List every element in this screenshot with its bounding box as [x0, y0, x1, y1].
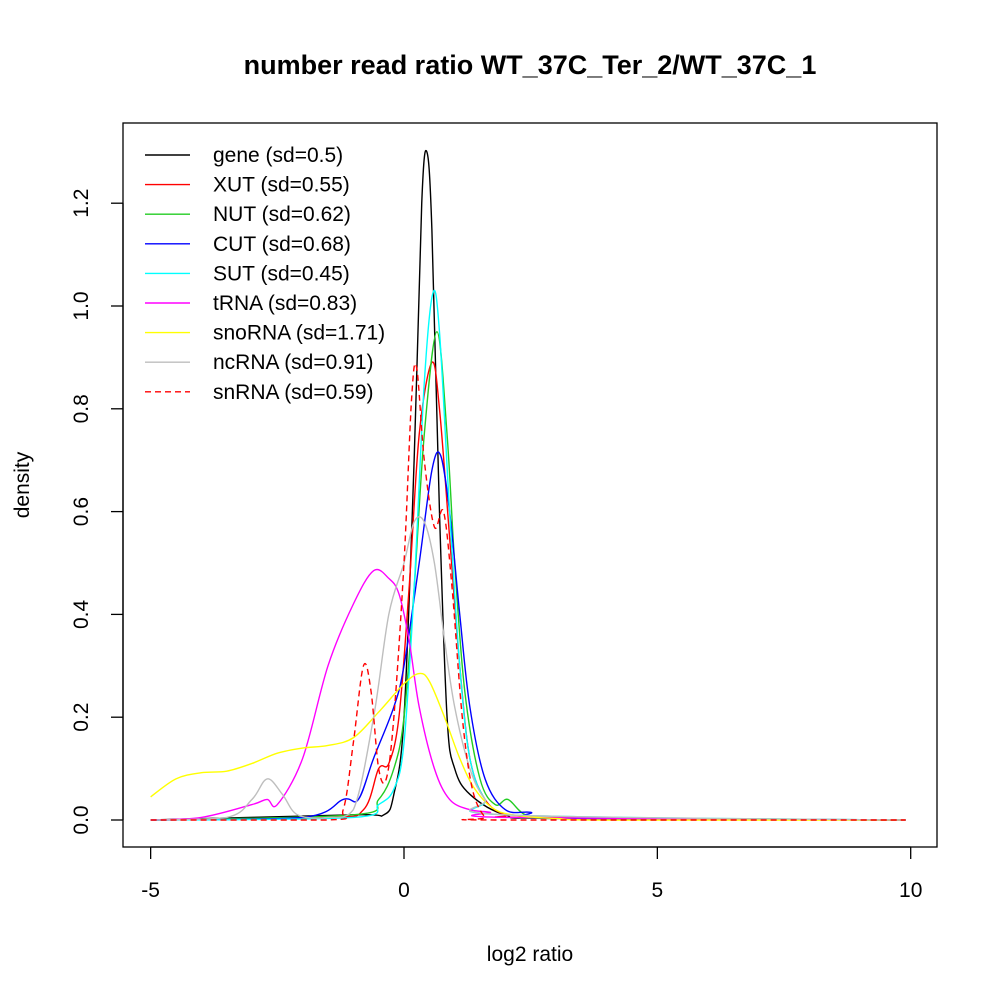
- x-tick-label: 0: [398, 879, 410, 902]
- legend-label: snoRNA (sd=1.71): [213, 322, 385, 345]
- x-tick-label: -5: [141, 879, 160, 902]
- series-line-XUT: [150, 361, 906, 821]
- y-tick-label: 0.2: [70, 703, 93, 732]
- legend-label: gene (sd=0.5): [213, 144, 343, 167]
- legend-label: XUT (sd=0.55): [213, 174, 350, 197]
- y-axis-label: density: [11, 451, 34, 518]
- y-tick-label: 0.8: [70, 394, 93, 423]
- y-axis: 0.0 0.2 0.4 0.6 0.8 1.0 1.2: [70, 189, 124, 835]
- series-line-NUT: [150, 330, 906, 821]
- legend-label: NUT (sd=0.62): [213, 203, 351, 226]
- x-tick-label: 5: [652, 879, 664, 902]
- x-axis-label: log2 ratio: [487, 943, 573, 966]
- x-tick-label: 10: [899, 879, 922, 902]
- series-line-CUT: [150, 451, 906, 821]
- series-layer: [150, 149, 906, 821]
- legend-label: ncRNA (sd=0.91): [213, 351, 374, 374]
- series-line-SUT: [150, 289, 906, 821]
- series-line-ncRNA: [150, 516, 906, 821]
- series-line-snRNA: [150, 362, 906, 821]
- x-axis: -5 0 5 10: [141, 846, 922, 902]
- plot-frame: [122, 122, 938, 848]
- y-tick-label: 1.2: [70, 189, 93, 218]
- chart-title: number read ratio WT_37C_Ter_2/WT_37C_1: [244, 50, 817, 80]
- y-tick-label: 0.4: [70, 599, 93, 629]
- legend-label: SUT (sd=0.45): [213, 262, 350, 285]
- legend-label: CUT (sd=0.68): [213, 233, 351, 256]
- y-tick-label: 0.6: [70, 497, 93, 526]
- y-tick-label: 1.0: [70, 291, 93, 320]
- legend-label: snRNA (sd=0.59): [213, 381, 374, 404]
- legend-label: tRNA (sd=0.83): [213, 292, 357, 315]
- legend: gene (sd=0.5) XUT (sd=0.55) NUT (sd=0.62) C…: [145, 144, 385, 404]
- y-tick-label: 0.0: [70, 805, 93, 834]
- series-line-snoRNA: [150, 672, 906, 821]
